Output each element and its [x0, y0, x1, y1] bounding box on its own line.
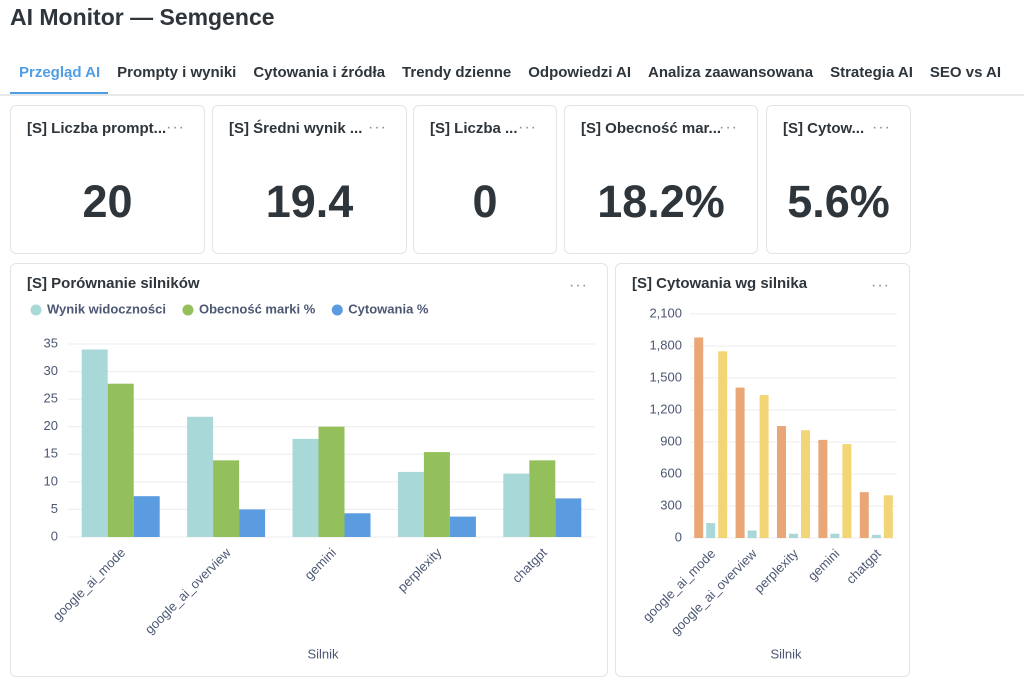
x-tick-label: google_ai_mode: [50, 545, 129, 624]
bar: [292, 438, 319, 537]
kpi-value: 5.6%: [787, 176, 890, 227]
bar: [318, 426, 345, 537]
kpi-card: [S] Średni wynik ... 19.4 ···: [212, 105, 407, 254]
menu-button[interactable]: ···: [166, 119, 185, 136]
x-tick-label: chatgpt: [843, 546, 884, 587]
legend-marker: [182, 304, 194, 316]
bar: [239, 509, 266, 537]
tab[interactable]: Cytowania i źródła: [253, 64, 386, 81]
legend-marker: [331, 304, 343, 316]
menu-button[interactable]: ···: [518, 119, 537, 136]
bar: [449, 516, 476, 537]
kpi-title: [S] Średni wynik ...: [229, 120, 363, 137]
y-tick-label: 0: [51, 528, 58, 543]
x-tick-label: google_ai_overview: [142, 545, 234, 637]
y-tick-label: 300: [660, 497, 682, 512]
bar: [718, 351, 728, 538]
kpi-value: 20: [82, 176, 133, 227]
bar: [830, 533, 840, 538]
bar: [133, 496, 160, 537]
chart-title: [S] Cytowania wg silnika: [632, 275, 808, 292]
bar: [801, 430, 810, 538]
kpi-title: [S] Liczba ...: [430, 120, 518, 137]
bar: [859, 492, 869, 538]
y-tick-label: 35: [44, 335, 58, 350]
kpi-card: [S] Liczba prompt... 20 ···: [10, 105, 205, 254]
y-tick-label: 5: [51, 501, 58, 516]
y-tick-label: 900: [660, 433, 682, 448]
y-tick-label: 0: [675, 529, 682, 544]
bar: [397, 471, 424, 537]
chart-title: [S] Porównanie silników: [27, 275, 200, 292]
menu-button[interactable]: ···: [719, 119, 738, 136]
bar: [503, 473, 530, 537]
bar: [107, 383, 134, 537]
bar: [694, 337, 704, 538]
kpi-card: [S] Liczba ... 0 ···: [413, 105, 557, 254]
y-tick-label: 30: [44, 363, 58, 378]
menu-button[interactable]: ···: [872, 119, 891, 136]
bar: [871, 534, 881, 538]
kpi-value: 18.2%: [597, 176, 725, 227]
x-tick-label: google_ai_mode: [640, 546, 719, 625]
tab[interactable]: Analiza zaawansowana: [648, 64, 814, 81]
bar: [187, 416, 214, 537]
y-tick-label: 20: [44, 418, 58, 433]
menu-button[interactable]: ···: [569, 277, 588, 294]
bar: [706, 523, 716, 538]
menu-button[interactable]: ···: [871, 277, 890, 294]
legend-label: Obecność marki %: [199, 301, 316, 316]
bar: [344, 513, 371, 537]
y-tick-label: 1,200: [649, 401, 682, 416]
bar: [735, 387, 745, 538]
bar: [747, 530, 757, 538]
kpi-title: [S] Obecność mar...: [581, 120, 722, 137]
tab[interactable]: Prompty i wyniki: [117, 64, 237, 81]
kpi-title: [S] Liczba prompt...: [27, 120, 167, 137]
bar: [818, 439, 828, 538]
bar: [883, 495, 893, 538]
legend-marker: [30, 304, 42, 316]
bar: [759, 395, 769, 538]
tab-bar: Przegląd AI Prompty i wyniki Cytowania i ź…: [0, 60, 1024, 96]
x-tick-label: gemini: [301, 545, 339, 583]
x-axis-label: Silnik: [770, 646, 802, 661]
bar: [529, 460, 556, 537]
tab[interactable]: Przegląd AI: [10, 60, 109, 94]
kpi-card: [S] Cytow... 5.6% ···: [766, 105, 911, 254]
x-tick-label: perplexity: [395, 545, 445, 595]
bar: [555, 498, 582, 537]
legend-label: Cytowania %: [348, 301, 429, 316]
y-tick-label: 600: [660, 465, 682, 480]
y-tick-label: 25: [44, 391, 58, 406]
x-tick-label: chatgpt: [509, 545, 550, 586]
bar: [789, 533, 798, 538]
tab[interactable]: SEO vs AI: [929, 64, 1002, 81]
menu-button[interactable]: ···: [368, 119, 387, 136]
tab[interactable]: Trendy dzienne: [402, 64, 512, 81]
y-tick-label: 15: [44, 446, 58, 461]
x-tick-label: perplexity: [751, 546, 801, 596]
kpi-title: [S] Cytow...: [783, 120, 865, 137]
kpi-value: 0: [472, 176, 498, 227]
y-tick-label: 2,100: [649, 305, 682, 320]
y-tick-label: 1,800: [649, 337, 682, 352]
dashboard-title: AI Monitor — Semgence: [10, 4, 275, 30]
legend-label: Wynik widoczności: [47, 301, 166, 316]
bar: [777, 426, 786, 538]
bar: [213, 460, 240, 537]
kpi-value: 19.4: [265, 176, 354, 227]
y-tick-label: 1,500: [649, 369, 682, 384]
bar: [842, 444, 852, 538]
tab[interactable]: Strategia AI: [830, 64, 913, 81]
x-tick-label: gemini: [805, 546, 843, 584]
bar: [81, 349, 108, 537]
x-axis-label: Silnik: [307, 646, 339, 661]
kpi-card: [S] Obecność mar... 18.2% ···: [564, 105, 758, 254]
y-tick-label: 10: [44, 473, 58, 488]
tab[interactable]: Odpowiedzi AI: [528, 64, 632, 81]
bar: [423, 452, 450, 537]
